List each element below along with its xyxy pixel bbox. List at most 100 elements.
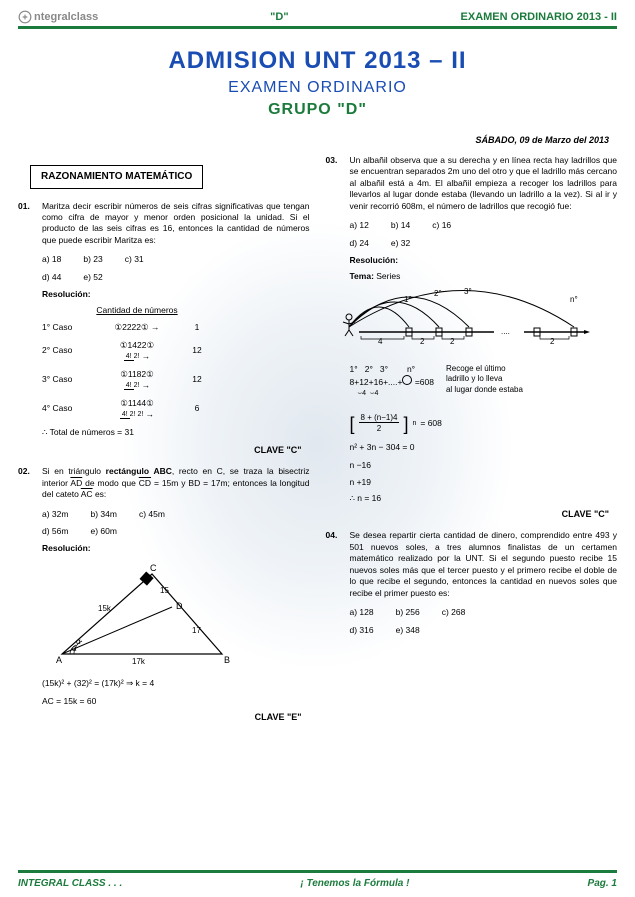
q01-text: Maritza decir escribir números de seis c… (42, 201, 310, 247)
q04: 04. Se desea repartir cierta cantidad de… (326, 530, 618, 599)
title-1: ADMISION UNT 2013 – II (18, 47, 617, 75)
eq-l1: n² + 3n − 304 = 0 (350, 442, 618, 453)
q02: 02. Si en triángulo rectángulo ABC, rect… (18, 466, 310, 500)
q04-b: b) 256 (396, 607, 420, 618)
q03-eq: [ 8 + (n−1)4 2 ] n = 608 (350, 412, 618, 436)
q03-a: a) 12 (350, 220, 369, 231)
c2-n: 12 (182, 345, 212, 356)
header-exam: EXAMEN ORDINARIO 2013 - II (461, 11, 617, 23)
title-block: ADMISION UNT 2013 – II EXAMEN ORDINARIO … (18, 47, 617, 119)
sum-l2: 8+12+16+....+ =608 (350, 375, 434, 388)
q03-num: 03. (326, 155, 344, 212)
q03-b: b) 14 (391, 220, 410, 231)
header-rule (18, 26, 617, 29)
svg-text:2°: 2° (434, 289, 442, 298)
footer-mid: ¡ Tenemos la Fórmula ! (300, 878, 409, 889)
q04-text: Se desea repartir cierta cantidad de din… (350, 530, 618, 599)
q01-resol: Resolución: (42, 289, 310, 300)
q03-text: Un albañil observa que a su derecha y en… (350, 155, 618, 212)
footer-rule (18, 870, 617, 873)
title-2: EXAMEN ORDINARIO (18, 79, 617, 97)
q01-b: b) 23 (83, 254, 102, 265)
q03-d: d) 24 (350, 238, 369, 249)
recoge-text: Recoge el últimoladrillo y lo llevaal lu… (446, 364, 523, 398)
section-title: RAZONAMIENTO MATEMÁTICO (30, 165, 203, 189)
c4-n: 6 (182, 403, 212, 414)
c1-label: 1° Caso (42, 322, 92, 333)
c2-label: 2° Caso (42, 345, 92, 356)
svg-text:4: 4 (378, 337, 383, 346)
q04-c: c) 268 (442, 607, 466, 618)
q01-e: e) 52 (83, 272, 102, 283)
q01-total: ∴ Total de números = 31 (42, 427, 310, 438)
q02-text: Si en triángulo rectángulo ABC, recto en… (42, 466, 310, 500)
svg-text:n°: n° (570, 295, 578, 304)
tri-15k: 15k (98, 604, 112, 613)
tri-15: 15 (160, 586, 169, 595)
footer-right: Pag. 1 (588, 878, 617, 889)
q03-clave: CLAVE "C" (326, 508, 610, 520)
svg-text:1°: 1° (404, 295, 412, 304)
q01-c: c) 31 (125, 254, 144, 265)
q02-resol: Resolución: (42, 543, 310, 554)
c4-frac: 4!2! 2! (120, 410, 143, 419)
tri-C: C (150, 563, 157, 573)
q04-num: 04. (326, 530, 344, 599)
q03-opts-row2: d) 24 e) 32 (350, 238, 618, 249)
eq-l4: ∴ n = 16 (350, 493, 618, 504)
eq-l3: n +19 (350, 477, 618, 488)
brand-text: ntegralclass (34, 11, 98, 23)
tri-17k: 17k (132, 657, 146, 666)
q01: 01. Maritza decir escribir números de se… (18, 201, 310, 247)
q01-a: a) 18 (42, 254, 61, 265)
eq608: = 608 (420, 418, 442, 429)
q04-opts-row1: a) 128 b) 256 c) 268 (350, 607, 618, 618)
q01-cases: Cantidad de números 1° Caso ①2222① → 1 2… (42, 305, 310, 421)
svg-text:3°: 3° (464, 287, 472, 296)
left-column: RAZONAMIENTO MATEMÁTICO 01. Maritza deci… (18, 151, 310, 734)
svg-text:2: 2 (550, 337, 555, 346)
c2-frac: 4!2! (124, 352, 140, 361)
q02-clave: CLAVE "E" (18, 711, 302, 723)
svg-text:....: .... (501, 327, 510, 336)
q04-a: a) 128 (350, 607, 374, 618)
q02-a: a) 32m (42, 509, 68, 520)
c3-label: 3° Caso (42, 374, 92, 385)
sum-l1: 1° 2° 3° n° (350, 364, 434, 375)
header-row: ntegralclass "D" EXAMEN ORDINARIO 2013 -… (18, 10, 617, 24)
c4-label: 4° Caso (42, 403, 92, 414)
q04-e: e) 348 (396, 625, 420, 636)
q02-opts-row2: d) 56m e) 60m (42, 526, 310, 537)
c1-arrow: → (151, 322, 160, 332)
c3-n: 12 (182, 374, 212, 385)
series-diagram: .... 1° 2° 3° n° 4 2 2 2 (334, 282, 604, 352)
q04-opts-row2: d) 316 e) 348 (350, 625, 618, 636)
q02-b: b) 34m (90, 509, 116, 520)
q03: 03. Un albañil observa que a su derecha … (326, 155, 618, 212)
c3-frac: 4!2! (124, 381, 140, 390)
date: SÁBADO, 09 de Marzo del 2013 (18, 135, 617, 145)
c1-n: 1 (182, 322, 212, 333)
q02-e: e) 60m (90, 526, 116, 537)
svg-text:2: 2 (420, 337, 425, 346)
q02-d: d) 56m (42, 526, 68, 537)
cant-hdr: Cantidad de números (92, 305, 182, 316)
c3-mid: ①1182① (120, 369, 154, 379)
c2-mid: ①1422① (120, 340, 154, 350)
eq-l2: n −16 (350, 460, 618, 471)
tri-A: A (56, 655, 62, 665)
header-d: "D" (270, 11, 288, 23)
tri-B: B (224, 655, 230, 665)
sum-l3: ⌣4 ⌣4 (358, 389, 434, 398)
c4-mid: ①1144① (120, 398, 154, 408)
q02-calc2: AC = 15k = 60 (42, 696, 310, 707)
q01-num: 01. (18, 201, 36, 247)
q02-num: 02. (18, 466, 36, 500)
c1-mid: ①2222① (114, 322, 148, 332)
q01-clave: CLAVE "C" (18, 444, 302, 456)
q01-opts-row1: a) 18 b) 23 c) 31 (42, 254, 310, 265)
tri-D: D (176, 601, 183, 611)
svg-text:2: 2 (450, 337, 455, 346)
tri-17: 17 (192, 626, 201, 635)
q01-opts-row2: d) 44 e) 52 (42, 272, 310, 283)
